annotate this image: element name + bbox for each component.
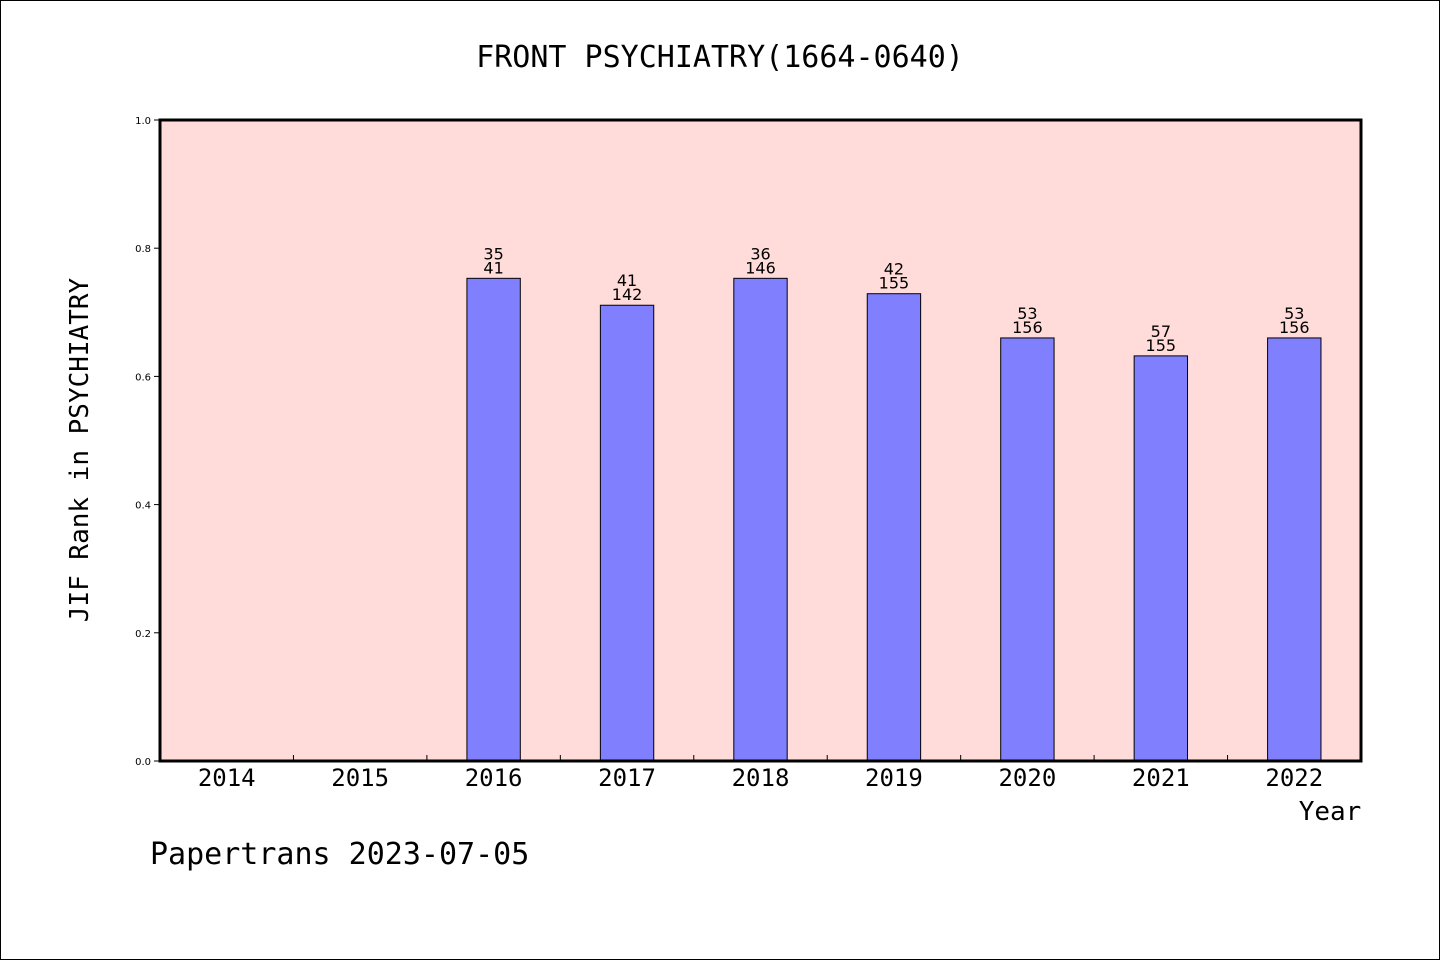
bar-total-label-2016: 41 (483, 258, 503, 277)
y-tick-label-0.4: 0.4 (135, 501, 151, 512)
x-tick-label-2020: 2020 (998, 764, 1056, 792)
bar-2022 (1267, 337, 1322, 762)
footer-credit: Papertrans 2023-07-05 (150, 837, 529, 872)
x-tick-label-2021: 2021 (1132, 764, 1190, 792)
x-tick-label-2018: 2018 (732, 764, 790, 792)
bar-2016 (466, 277, 521, 762)
y-tick-label-0.8: 0.8 (135, 244, 151, 255)
y-axis-label: JIF Rank in PSYCHIATRY (65, 277, 95, 622)
bar-2019 (866, 293, 922, 762)
bar-rank-label-2016: 35 (483, 244, 503, 263)
y-tick-label-0.6: 0.6 (135, 372, 151, 383)
bars-layer (466, 277, 1322, 762)
x-tick-label-2014: 2014 (198, 764, 256, 792)
plot-border (158, 118, 1363, 763)
bar-rank-label-2020: 53 (1017, 304, 1037, 323)
x-axis: 2014 2015 2016 2017 2018 2019 2020 2021 2022 (198, 755, 1323, 792)
bar-total-label-2020: 156 (1012, 318, 1043, 337)
bar-2018 (733, 277, 788, 762)
chart-title: FRONT PSYCHIATRY(1664-0640) (476, 40, 964, 75)
bar-rank-label-2018: 36 (750, 244, 770, 263)
bar-total-label-2019: 155 (879, 274, 910, 293)
x-tick-label-2017: 2017 (598, 764, 656, 792)
y-axis: 0.0 0.2 0.4 0.6 0.8 1.0 (135, 116, 160, 768)
bar-total-label-2022: 156 (1279, 318, 1310, 337)
x-tick-label-2022: 2022 (1265, 764, 1323, 792)
x-tick-label-2016: 2016 (465, 764, 523, 792)
x-tick-label-2019: 2019 (865, 764, 923, 792)
bar-total-label-2017: 142 (612, 285, 643, 304)
bar-2017 (599, 304, 655, 762)
x-axis-label: Year (1299, 797, 1362, 827)
bar-total-label-2021: 155 (1146, 336, 1177, 355)
bar-2020 (1000, 337, 1055, 762)
bar-2021 (1133, 355, 1189, 762)
bar-rank-label-2017: 41 (617, 271, 637, 290)
bar-total-label-2018: 146 (745, 258, 776, 277)
bar-rank-label-2019: 42 (884, 260, 904, 279)
y-tick-label-0.2: 0.2 (135, 629, 151, 640)
bar-rank-label-2022: 53 (1284, 304, 1304, 323)
bar-rank-label-2021: 57 (1151, 322, 1171, 341)
y-tick-label-0.0: 0.0 (135, 757, 151, 768)
x-tick-label-2015: 2015 (331, 764, 389, 792)
y-tick-label-1.0: 1.0 (135, 116, 151, 127)
